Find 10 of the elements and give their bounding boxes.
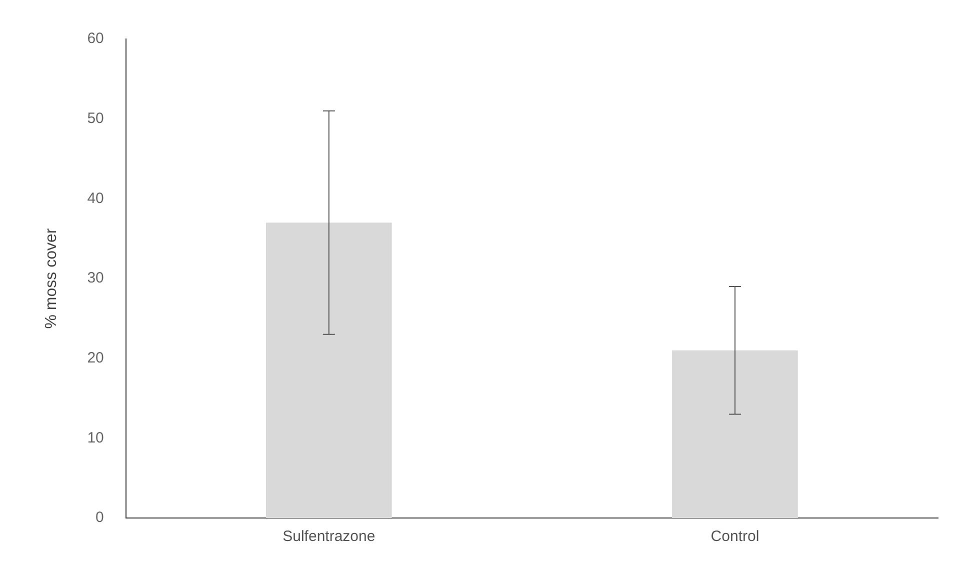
y-tick-label: 30 (87, 270, 104, 287)
y-tick-label: 60 (87, 30, 104, 48)
y-tick-label: 40 (87, 190, 104, 207)
x-tick-label: Control (710, 528, 760, 546)
y-axis-title: % moss cover (43, 228, 60, 329)
y-tick-label: 10 (87, 429, 104, 446)
y-tick-label: 0 (96, 509, 104, 526)
y-tick-label: 20 (87, 349, 104, 366)
x-tick-label: Sulfentrazone (282, 528, 376, 546)
y-tick-label: 50 (87, 110, 104, 127)
